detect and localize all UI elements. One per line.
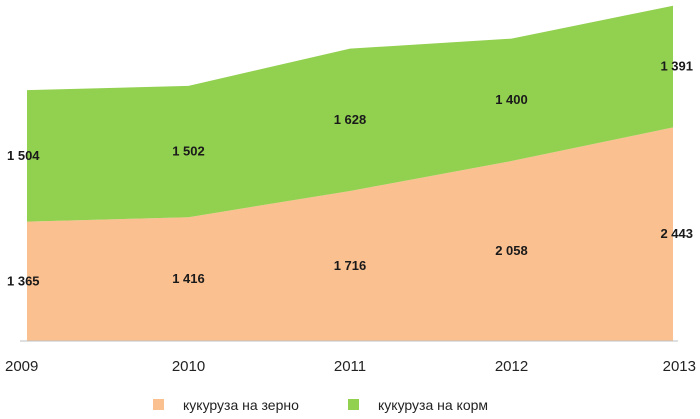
data-label: 2 058 (495, 243, 528, 258)
x-tick-label: 2013 (663, 358, 696, 375)
data-label: 1 416 (172, 271, 205, 286)
legend: кукуруза на зерно кукуруза на корм (153, 397, 488, 413)
data-label: 1 400 (495, 92, 528, 107)
data-label: 1 391 (660, 59, 693, 74)
legend-swatch (348, 399, 359, 410)
data-label: 1 628 (334, 112, 367, 127)
data-labels: 1 365 1 416 1 716 2 058 2 443 1 504 1 502 1 628… (7, 59, 693, 289)
area-series-group (27, 5, 673, 341)
data-label: 2 443 (660, 226, 693, 241)
x-tick-label: 2009 (5, 358, 38, 375)
legend-label: кукуруза на зерно (183, 397, 299, 413)
legend-swatch (153, 399, 164, 410)
x-tick-label: 2010 (172, 358, 205, 375)
data-label: 1 502 (172, 144, 205, 159)
x-tick-label: 2011 (334, 358, 366, 375)
x-axis-ticks: 2009 2010 2011 2012 2013 (5, 358, 696, 375)
area-1 (27, 127, 673, 341)
data-label: 1 365 (7, 273, 40, 288)
data-label: 1 504 (7, 148, 40, 163)
legend-label: кукуруза на корм (378, 397, 488, 413)
data-label: 1 716 (334, 258, 367, 273)
x-tick-label: 2012 (495, 358, 528, 375)
area-2 (27, 5, 673, 222)
